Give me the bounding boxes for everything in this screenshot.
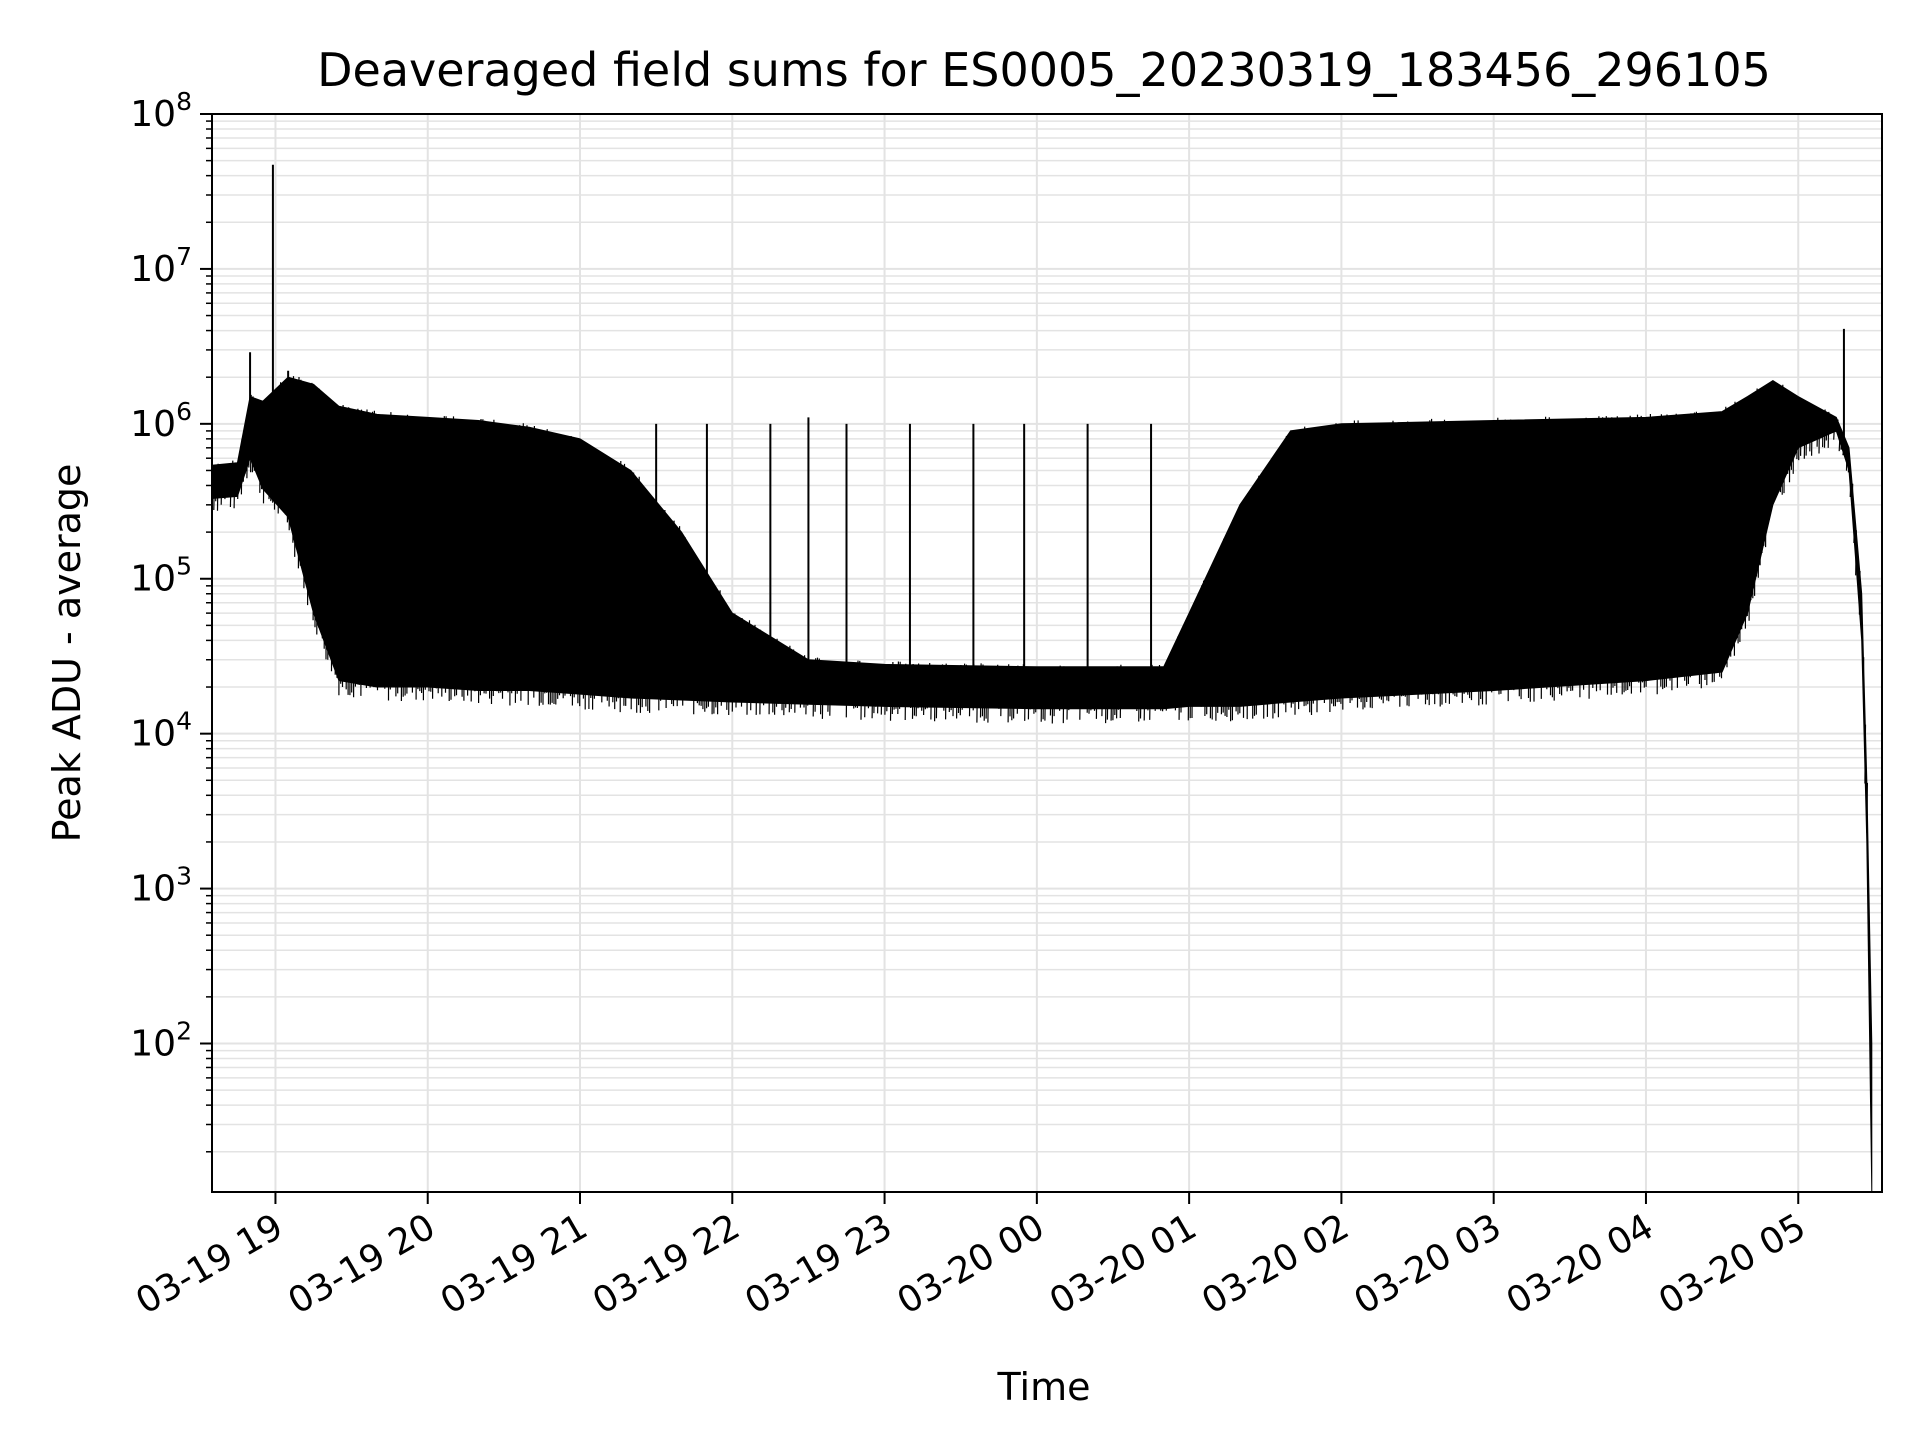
x-tick-label: 03-20 01 [1043, 1206, 1204, 1322]
x-tick-label: 03-19 19 [129, 1206, 290, 1322]
series-oscillation [211, 376, 1868, 833]
x-tick-label: 03-19 21 [434, 1206, 595, 1322]
x-tick-label: 03-20 03 [1348, 1206, 1509, 1322]
y-tick-label: 104 [130, 707, 192, 755]
x-axis-label: Time [997, 1365, 1091, 1409]
y-axis: 102 103 104 105 106 107 108 [130, 87, 212, 1153]
plot-frame [211, 113, 1883, 1193]
x-tick-label: 03-19 22 [586, 1206, 747, 1322]
x-tick-label: 03-20 05 [1652, 1206, 1813, 1322]
series-spikes [249, 164, 1845, 709]
y-tick-label: 108 [130, 87, 192, 135]
x-tick-label: 03-20 02 [1195, 1206, 1356, 1322]
y-tick-label: 107 [130, 242, 192, 290]
x-tick-label: 03-19 20 [282, 1206, 443, 1322]
y-tick-label: 102 [130, 1016, 192, 1064]
x-tick-label: 03-20 04 [1500, 1206, 1661, 1322]
y-tick-label: 103 [130, 862, 192, 910]
x-tick-label: 03-19 23 [738, 1206, 899, 1322]
y-tick-label: 105 [130, 552, 192, 600]
y-tick-label: 106 [130, 397, 192, 445]
y-axis-label: Peak ADU - average [45, 464, 89, 843]
series-line-detail [211, 376, 1868, 833]
x-tick-label: 03-20 00 [891, 1206, 1052, 1322]
chart-title: Deaveraged field sums for ES0005_2023031… [317, 43, 1771, 97]
